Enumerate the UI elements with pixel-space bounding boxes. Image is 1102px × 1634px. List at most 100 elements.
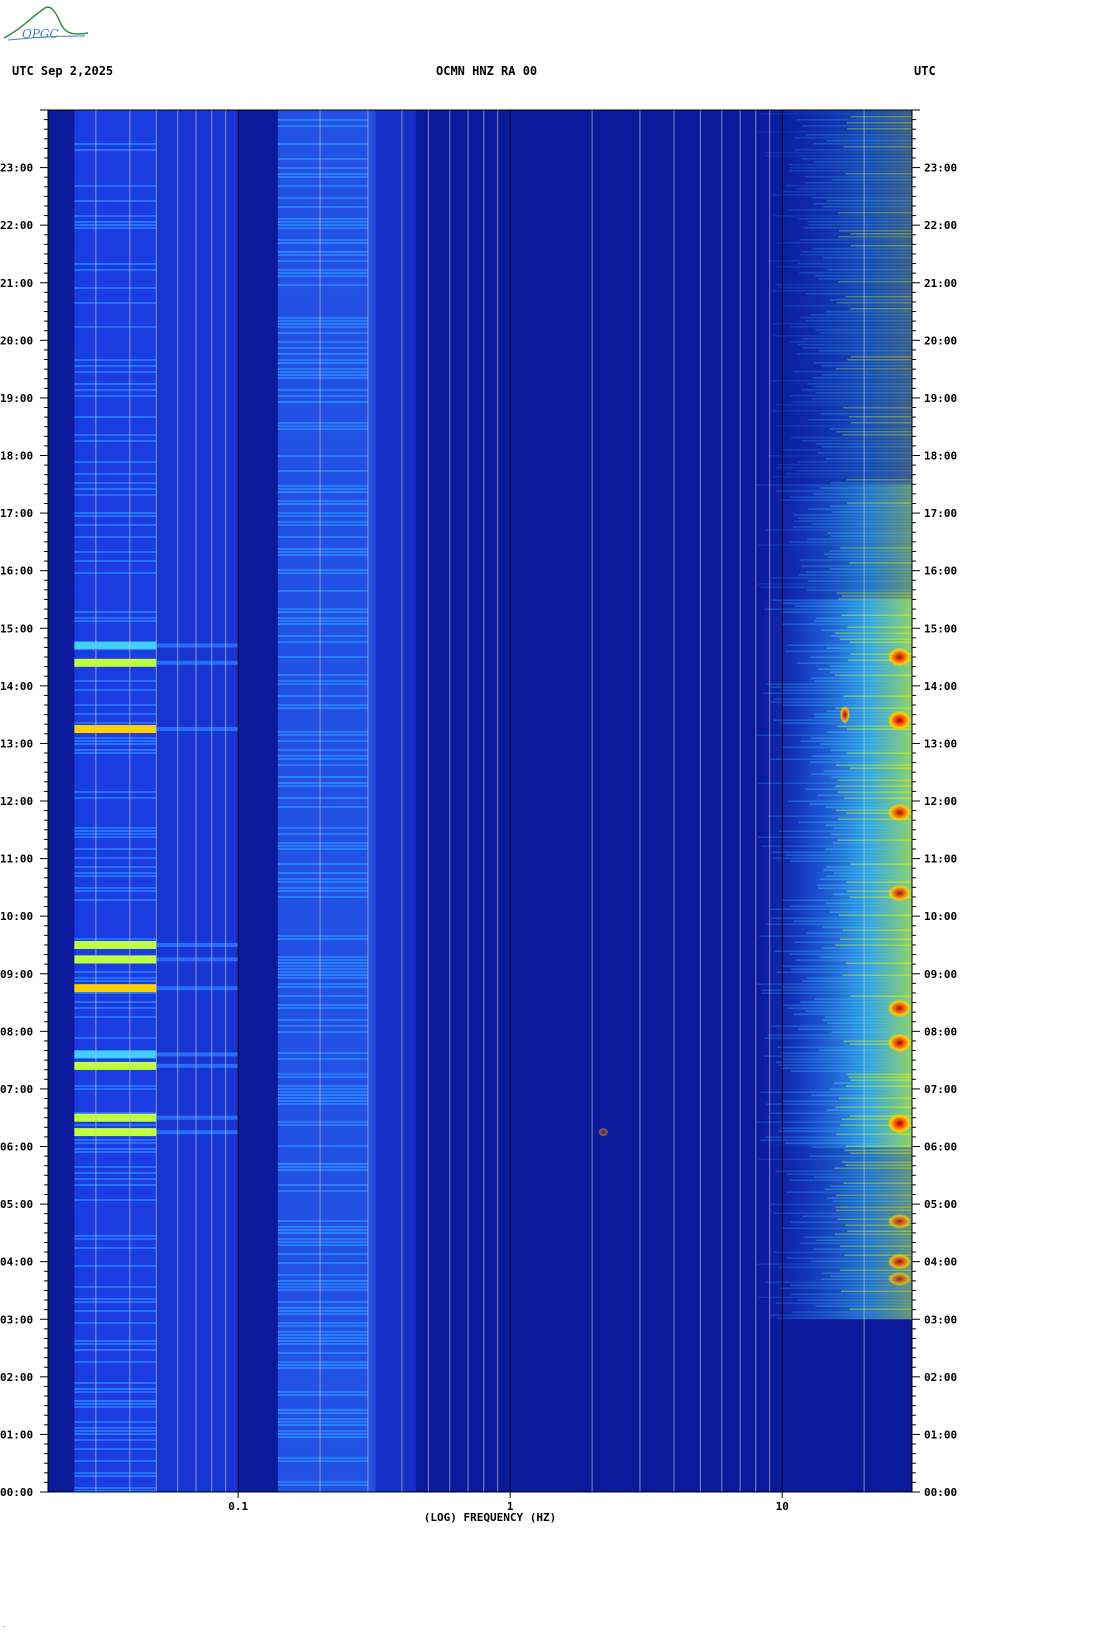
streak: [74, 257, 157, 259]
streak: [74, 536, 157, 538]
streak: [74, 1409, 157, 1411]
highfreq-streak: [804, 182, 912, 184]
streak: [74, 824, 157, 826]
streak: [74, 1400, 157, 1402]
highfreq-streak: [821, 1272, 912, 1274]
highfreq-streak: [817, 887, 912, 889]
streak: [74, 1346, 157, 1348]
streak: [277, 1262, 368, 1264]
highfreq-streak: [784, 854, 912, 856]
streak: [277, 1484, 368, 1486]
highfreq-streak: [836, 725, 912, 727]
streak: [277, 326, 368, 328]
streak: [74, 215, 157, 217]
highfreq-streak: [825, 824, 912, 826]
highfreq-streak: [840, 1290, 912, 1292]
hot-spot: [887, 1271, 912, 1286]
streak: [277, 563, 368, 565]
streak: [74, 599, 157, 601]
highfreq-streak: [850, 896, 912, 898]
streak: [277, 737, 368, 739]
streak: [277, 1142, 368, 1144]
streak: [74, 113, 157, 115]
streak: [277, 368, 368, 370]
highfreq-streak: [779, 1287, 912, 1289]
streak: [277, 1451, 368, 1453]
highfreq-streak: [821, 947, 912, 949]
highfreq-streak: [785, 473, 912, 475]
streak: [74, 1148, 157, 1150]
highfreq-streak: [842, 974, 912, 976]
streak: [74, 575, 157, 577]
streak: [277, 920, 368, 922]
streak: [74, 1094, 157, 1096]
highfreq-streak: [811, 773, 912, 775]
streak: [277, 362, 368, 364]
streak: [74, 572, 157, 574]
streak: [277, 773, 368, 775]
streak: [277, 1331, 368, 1333]
streak: [74, 560, 157, 562]
streak: [74, 995, 157, 997]
streak: [74, 1262, 157, 1264]
streak: [74, 860, 157, 862]
highfreq-streak: [771, 917, 912, 919]
highfreq-streak: [821, 374, 912, 376]
streak: [277, 1013, 368, 1015]
streak: [74, 1013, 157, 1015]
streak: [277, 1367, 368, 1369]
streak: [74, 416, 157, 418]
streak: [277, 215, 368, 217]
highfreq-streak: [825, 848, 912, 850]
highfreq-streak: [768, 455, 912, 457]
streak: [277, 332, 368, 334]
streak: [277, 776, 368, 778]
highfreq-streak: [757, 1263, 912, 1265]
streak: [74, 1379, 157, 1381]
highfreq-streak: [798, 344, 912, 346]
streak: [74, 1397, 157, 1399]
highfreq-streak: [771, 686, 912, 688]
streak: [74, 1466, 157, 1468]
streak: [277, 371, 368, 373]
streak: [74, 464, 157, 466]
streak: [277, 239, 368, 241]
highfreq-streak: [832, 842, 912, 844]
streak: [74, 1154, 157, 1156]
streak: [74, 170, 157, 172]
streak: [74, 893, 157, 895]
highfreq-streak: [826, 902, 912, 904]
streak: [74, 212, 157, 214]
streak: [277, 1313, 368, 1315]
streak: [74, 869, 157, 871]
streak: [277, 845, 368, 847]
highfreq-streak: [772, 323, 912, 325]
streak: [277, 1340, 368, 1342]
streak: [74, 1217, 157, 1219]
streak: [74, 1028, 157, 1030]
streak: [74, 1049, 157, 1051]
streak: [277, 1175, 368, 1177]
highfreq-streak: [802, 1215, 912, 1217]
highfreq-streak: [843, 1182, 912, 1184]
highfreq-streak: [767, 260, 912, 262]
streak: [74, 224, 157, 226]
streak: [277, 1406, 368, 1408]
streak: [74, 950, 157, 952]
streak: [74, 1331, 157, 1333]
streak: [74, 1265, 157, 1267]
streak: [277, 1205, 368, 1207]
streak: [277, 1403, 368, 1405]
streak: [277, 119, 368, 121]
streak: [74, 653, 157, 655]
highfreq-streak: [799, 272, 912, 274]
highfreq-streak: [798, 218, 912, 220]
lowfreq-event-band: [74, 1061, 157, 1070]
streak: [74, 791, 157, 793]
streak: [74, 1250, 157, 1252]
streak: [74, 221, 157, 223]
streak: [277, 1202, 368, 1204]
streak: [74, 236, 157, 238]
streak: [74, 770, 157, 772]
highfreq-streak: [779, 1127, 912, 1129]
